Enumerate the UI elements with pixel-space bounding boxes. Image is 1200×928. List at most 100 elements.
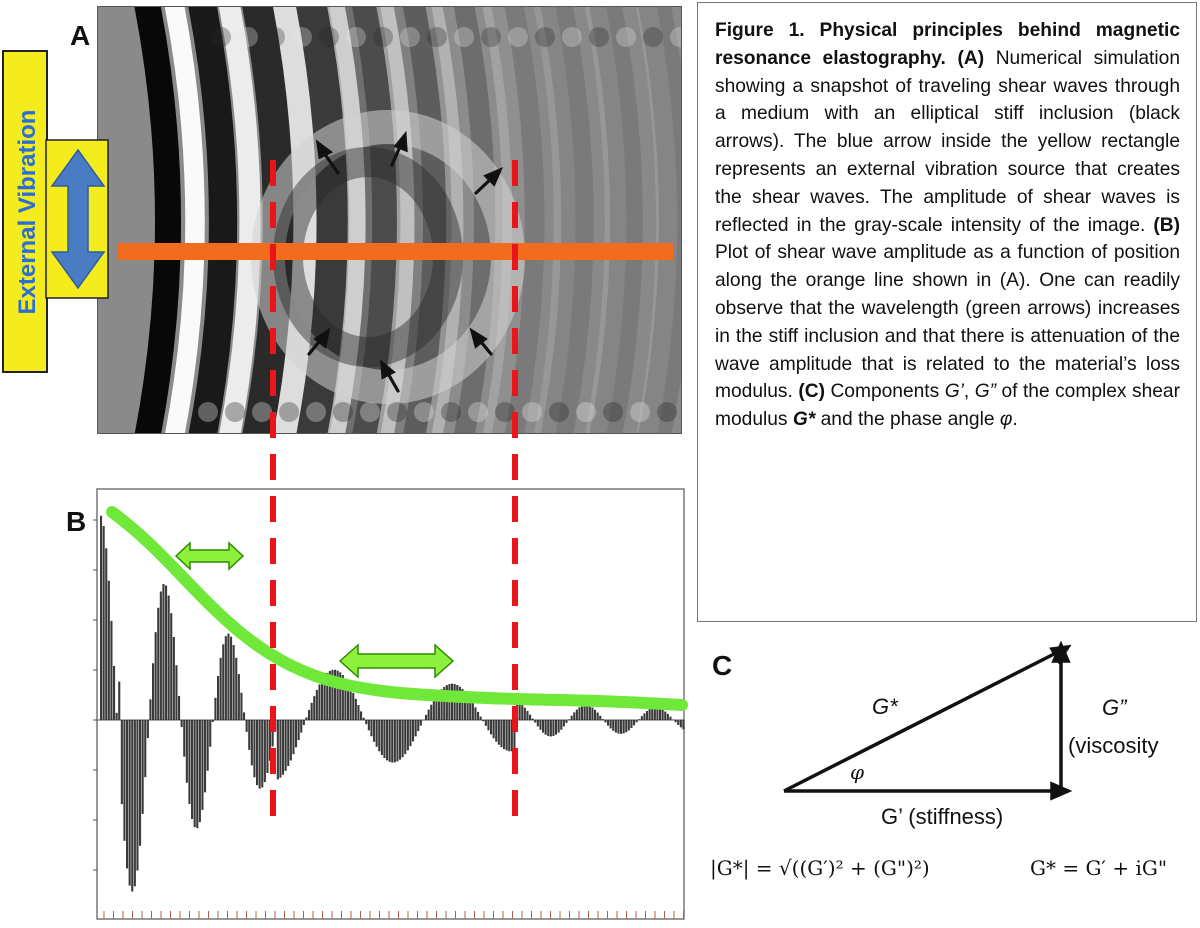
amplitude-bar <box>578 707 581 720</box>
amplitude-bar <box>256 720 259 786</box>
amplitude-bar <box>266 720 269 773</box>
wave-band-dark <box>344 7 401 433</box>
amplitude-bar <box>557 720 560 733</box>
amplitude-bar <box>110 620 113 720</box>
amplitude-bar <box>154 632 157 720</box>
amplitude-bar <box>344 678 347 720</box>
amplitude-bar <box>295 720 298 748</box>
speckle-dot <box>441 402 461 422</box>
speckle-dot <box>535 27 555 47</box>
amplitude-bar <box>614 720 617 733</box>
amplitude-bar <box>661 709 664 720</box>
wave-band-light <box>327 7 373 433</box>
speckle-dot <box>333 402 353 422</box>
amplitude-bar <box>315 689 318 720</box>
amplitude-bar <box>391 720 394 763</box>
amplitude-bar <box>526 710 529 720</box>
formula-complex: G* = G′ + iG" <box>1030 856 1168 880</box>
amplitude-bar <box>188 720 191 804</box>
amplitude-bar <box>193 720 196 828</box>
amplitude-bar <box>196 720 199 829</box>
amplitude-bar <box>274 720 277 731</box>
wave-band-light <box>164 7 205 433</box>
amplitude-bar <box>435 695 438 720</box>
caption-comma: , <box>963 381 975 403</box>
amplitude-bar <box>440 689 443 720</box>
amplitude-bar <box>560 720 563 730</box>
amplitude-bar <box>118 681 121 720</box>
amplitude-bar <box>201 720 204 810</box>
speckle-dot <box>346 27 366 47</box>
amplitude-bar <box>404 720 407 755</box>
amplitude-bar <box>487 720 490 731</box>
amplitude-bar <box>139 720 142 846</box>
amplitude-bar <box>331 669 334 720</box>
wave-band-light <box>273 7 317 433</box>
amplitude-bar <box>269 720 272 761</box>
figure-caption: Figure 1. Physical principles behind mag… <box>697 2 1197 622</box>
amplitude-bar <box>386 720 389 761</box>
speckle-dot <box>198 402 218 422</box>
amplitude-bar <box>523 707 526 720</box>
amplitude-bar <box>183 720 186 757</box>
amplitude-bar <box>479 716 482 720</box>
amplitude-bar <box>276 720 279 780</box>
amplitude-bar <box>287 720 290 767</box>
amplitude-bars <box>100 515 685 892</box>
amplitude-bar <box>591 707 594 720</box>
amplitude-bar <box>633 720 636 726</box>
amplitude-bar <box>518 703 521 720</box>
amplitude-bar <box>237 674 240 720</box>
amplitude-bar <box>271 720 274 747</box>
amplitude-bar <box>536 720 539 727</box>
amplitude-bar <box>640 716 643 720</box>
amplitude-bar <box>370 720 373 737</box>
speckle-dot <box>306 402 326 422</box>
wave-band-dark <box>296 7 350 433</box>
speckle-dot <box>265 27 285 47</box>
amplitude-bar <box>349 687 352 720</box>
amplitude-bar <box>253 720 256 778</box>
amplitude-bar <box>152 663 155 720</box>
amplitude-bar <box>510 720 513 752</box>
caption-period: . <box>1012 409 1018 431</box>
amplitude-bar <box>612 720 615 731</box>
speckle-dot <box>481 27 501 47</box>
amplitude-bar <box>328 670 331 720</box>
speckle-dot <box>508 27 528 47</box>
speckle-dot <box>603 402 623 422</box>
amplitude-bar <box>417 720 420 732</box>
amplitude-bar <box>180 720 183 728</box>
amplitude-bar <box>165 585 168 720</box>
amplitude-bar <box>573 712 576 720</box>
amplitude-bar <box>653 707 656 720</box>
amplitude-bar <box>357 705 360 720</box>
amplitude-bar <box>297 720 300 741</box>
amplitude-bar <box>513 720 516 751</box>
amplitude-bar <box>497 720 500 745</box>
speckle-dot <box>549 402 569 422</box>
amplitude-bar <box>625 720 628 733</box>
amplitude-bar <box>430 704 433 720</box>
amplitude-bar <box>464 691 467 720</box>
speckle-dot <box>319 27 339 47</box>
g-prime-stiffness-label: G’ (stiffness) <box>881 804 1004 829</box>
amplitude-bar <box>157 607 160 720</box>
amplitude-bar <box>292 720 295 755</box>
amplitude-bar <box>609 720 612 729</box>
amplitude-bar <box>373 720 376 742</box>
green-envelope-curve <box>106 506 688 711</box>
amplitude-bar <box>248 720 251 750</box>
amplitude-bar <box>126 720 129 869</box>
amplitude-bar <box>284 720 287 771</box>
amplitude-bar <box>378 720 381 752</box>
amplitude-bar <box>469 698 472 720</box>
speckle-dot <box>225 402 245 422</box>
viscosity-label: (viscosity <box>1068 733 1159 758</box>
amplitude-bar <box>622 720 625 734</box>
amplitude-bar <box>620 720 623 734</box>
amplitude-bar <box>339 672 342 720</box>
amplitude-bar <box>206 720 209 771</box>
amplitude-bar <box>341 675 344 720</box>
